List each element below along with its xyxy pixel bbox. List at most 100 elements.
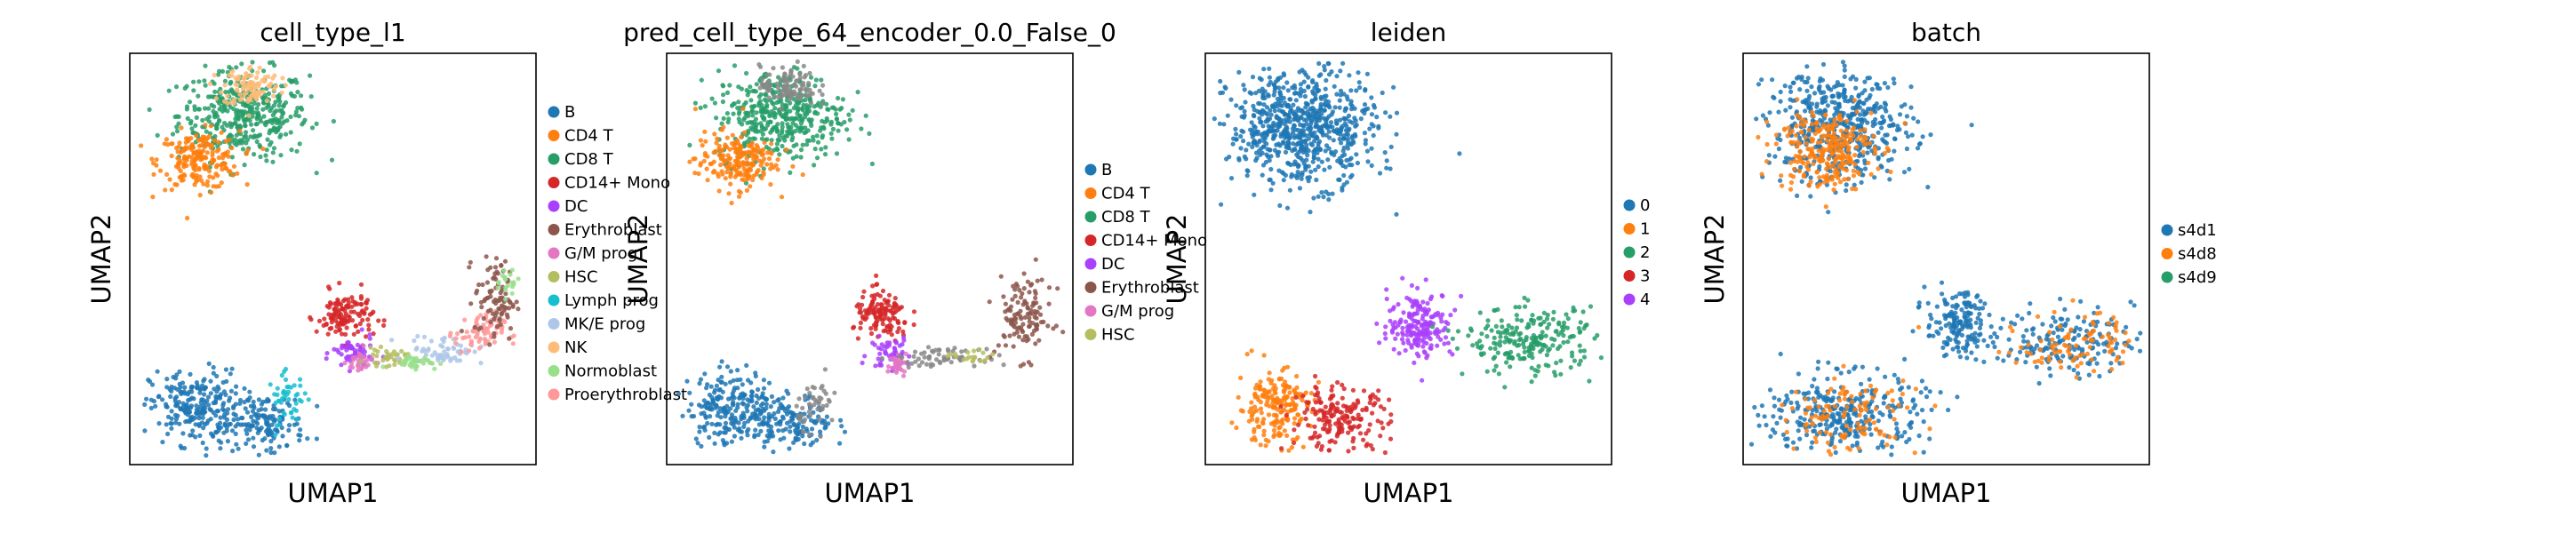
point-3 [1351,445,1356,450]
point-proerythroblast [795,59,800,64]
point-normoblast [924,362,930,367]
point-b [169,384,174,390]
point-cd8-t [764,99,770,104]
point-4 [1384,296,1389,302]
point-b [218,415,223,420]
point-3 [1318,447,1324,452]
point-cd8-t [274,108,279,114]
point-cd4-t [718,147,724,153]
point-1 [1269,378,1275,383]
point-0 [1354,152,1359,157]
point-nk [815,407,820,412]
point-proerythroblast [453,336,459,341]
point-proerythroblast [467,348,472,354]
point-b [266,398,271,403]
point-s4d1 [1862,79,1868,84]
point-b [728,406,733,411]
point-0 [1324,143,1330,148]
point-cd8-t [792,116,798,122]
point-0 [1279,117,1284,123]
point-cd8-t [788,170,793,175]
point-cd4-t [181,164,187,170]
point-b [714,383,720,388]
point-dc [901,338,907,343]
point-proerythroblast [787,87,793,92]
point-1 [1292,404,1298,410]
point-b [175,413,180,418]
point-cd8-t [800,142,805,147]
legend-label: B [1101,161,1112,179]
point-2 [1587,378,1592,384]
point-b [732,425,737,430]
point-erythroblast [1017,288,1022,293]
point-0 [1311,153,1316,158]
point-hsc [945,354,950,359]
point-lymph-prog [286,397,292,402]
point-2 [1492,346,1498,351]
point-nk [800,405,805,410]
point-b [684,378,690,384]
point-normoblast [926,356,932,362]
point-0 [1250,75,1256,80]
point-0 [1219,202,1224,207]
point-nk [237,97,244,102]
point-erythroblast [1034,300,1039,306]
point-0 [1367,126,1372,131]
point-nk [243,71,249,76]
legend-label: 2 [1640,243,1650,262]
point-3 [1357,431,1364,436]
point-cd8-t [753,89,759,94]
point-nk [802,417,808,422]
point-4 [1425,300,1430,306]
point-cd8-t [277,107,283,114]
point-b [764,433,770,439]
point-1 [1250,411,1255,417]
point-cd4-t [190,171,196,177]
point-b [738,392,744,397]
point-cd8-t [788,108,793,114]
point-0 [1233,126,1238,131]
point-cd8-t [804,142,810,147]
point-cd4-t [212,138,217,143]
point-cd14-mono [308,314,313,320]
point-proerythroblast [766,95,772,100]
point-cd8-t [793,129,798,134]
point-2 [1475,341,1480,346]
point-0 [1312,115,1317,122]
point-cd4-t [214,163,220,168]
point-1 [1283,386,1288,392]
point-cd4-t [748,184,753,189]
point-nk [213,96,219,101]
point-0 [1371,102,1377,108]
point-0 [1318,107,1324,112]
point-cd14-mono [357,321,363,327]
point-cd8-t [294,148,300,154]
point-0 [1239,114,1244,119]
point-b [165,414,172,419]
point-erythroblast [492,265,499,270]
point-erythroblast [1045,323,1051,329]
point-proerythroblast [462,317,468,322]
point-cd8-t [867,131,872,136]
point-s4d1 [1759,77,1764,83]
point-4 [1459,293,1464,298]
point-2 [1536,363,1541,369]
point-erythroblast [1041,319,1046,324]
point-0 [1296,118,1301,123]
point-cd8-t [299,93,304,99]
point-0 [1302,139,1308,144]
point-cd8-t [288,130,293,135]
point-b [315,403,320,409]
point-b [812,419,817,425]
point-b [252,412,258,418]
point-0 [1282,112,1287,117]
point-0 [1274,114,1279,119]
point-b [697,381,702,386]
point-b [212,386,217,392]
point-mk-e-prog [389,338,395,343]
point-normoblast [511,282,516,287]
point-0 [1253,158,1259,163]
legend-marker [1084,329,1097,340]
point-b [190,428,196,434]
point-b [193,434,198,440]
